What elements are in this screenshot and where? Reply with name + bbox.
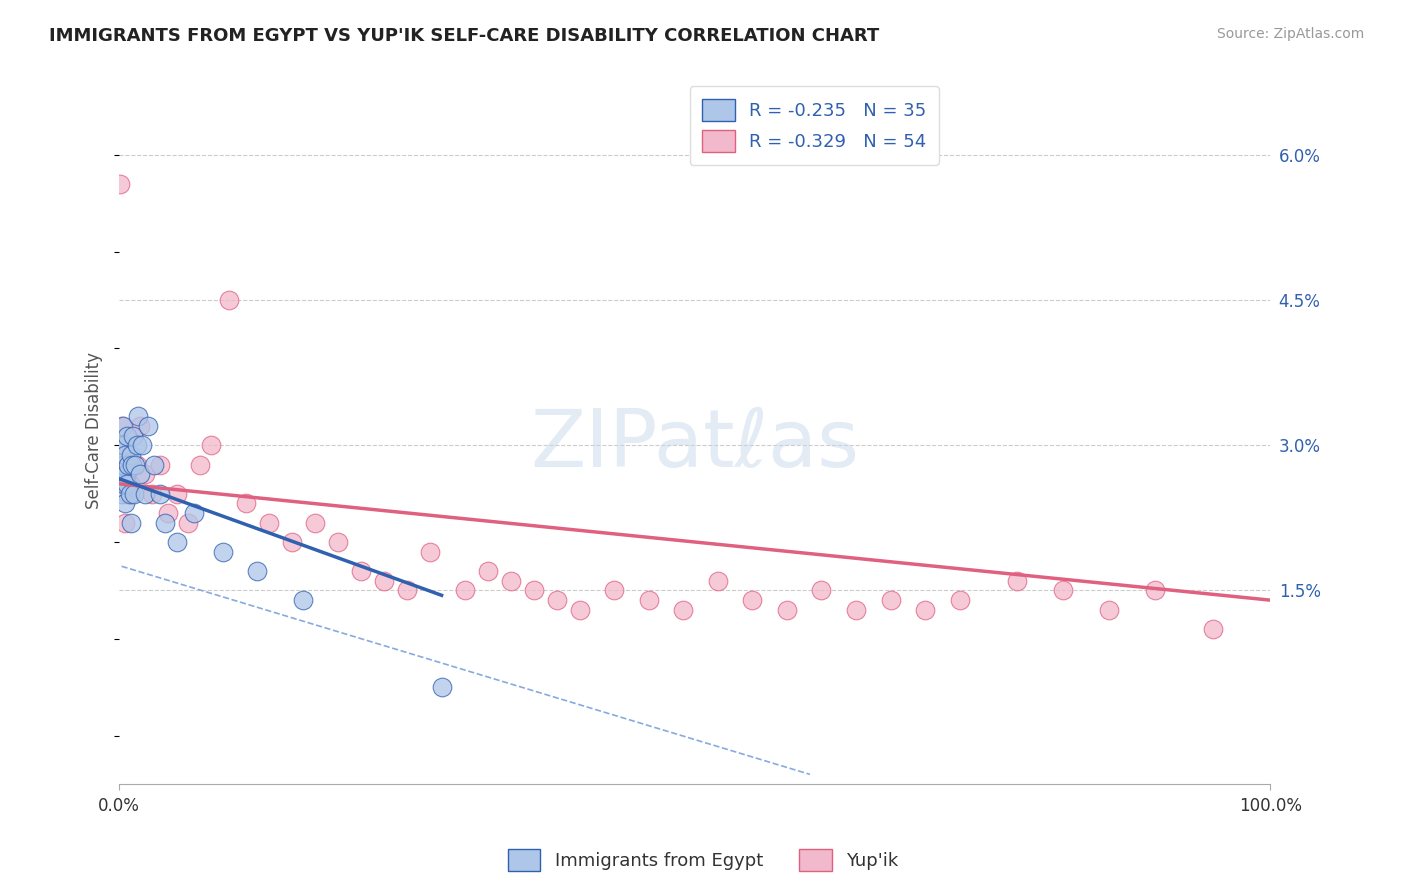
Point	[948, 593, 970, 607]
Point	[117, 458, 139, 472]
Point	[136, 418, 159, 433]
Point	[120, 448, 142, 462]
Point	[141, 486, 163, 500]
Point	[776, 603, 799, 617]
Point	[741, 593, 763, 607]
Point	[115, 467, 138, 482]
Point	[707, 574, 730, 588]
Point	[122, 428, 145, 442]
Point	[118, 477, 141, 491]
Point	[430, 680, 453, 694]
Point	[1098, 603, 1121, 617]
Point	[292, 593, 315, 607]
Point	[148, 486, 170, 500]
Point	[110, 467, 132, 482]
Point	[111, 458, 134, 472]
Point	[218, 293, 240, 307]
Point	[1144, 583, 1167, 598]
Point	[453, 583, 475, 598]
Point	[235, 496, 257, 510]
Text: Source: ZipAtlas.com: Source: ZipAtlas.com	[1216, 27, 1364, 41]
Point	[672, 603, 695, 617]
Point	[117, 428, 139, 442]
Point	[1202, 622, 1225, 636]
Point	[1005, 574, 1028, 588]
Point	[148, 458, 170, 472]
Point	[326, 535, 349, 549]
Point	[112, 477, 135, 491]
Point	[114, 496, 136, 510]
Point	[114, 467, 136, 482]
Point	[396, 583, 419, 598]
Legend: Immigrants from Egypt, Yup'ik: Immigrants from Egypt, Yup'ik	[501, 842, 905, 879]
Point	[110, 418, 132, 433]
Point	[142, 458, 165, 472]
Point	[304, 516, 326, 530]
Point	[603, 583, 626, 598]
Point	[112, 438, 135, 452]
Point	[155, 516, 177, 530]
Point	[246, 564, 269, 578]
Point	[1052, 583, 1074, 598]
Point	[129, 467, 152, 482]
Point	[120, 486, 142, 500]
Point	[350, 564, 373, 578]
Point	[110, 438, 132, 452]
Text: ZIPatℓas: ZIPatℓas	[530, 406, 859, 483]
Point	[419, 545, 441, 559]
Point	[117, 458, 139, 472]
Point	[568, 603, 591, 617]
Point	[117, 477, 139, 491]
Point	[111, 418, 134, 433]
Point	[117, 486, 139, 500]
Point	[122, 428, 145, 442]
Point	[110, 486, 132, 500]
Point	[127, 409, 149, 424]
Point	[914, 603, 936, 617]
Point	[523, 583, 546, 598]
Point	[156, 506, 179, 520]
Point	[499, 574, 522, 588]
Point	[125, 458, 148, 472]
Point	[188, 458, 211, 472]
Point	[166, 535, 188, 549]
Point	[166, 486, 188, 500]
Point	[879, 593, 901, 607]
Point	[112, 438, 135, 452]
Legend: R = -0.235   N = 35, R = -0.329   N = 54: R = -0.235 N = 35, R = -0.329 N = 54	[689, 87, 939, 165]
Point	[134, 467, 156, 482]
Point	[183, 506, 205, 520]
Y-axis label: Self-Care Disability: Self-Care Disability	[86, 352, 103, 509]
Point	[477, 564, 499, 578]
Point	[810, 583, 832, 598]
Point	[118, 486, 141, 500]
Point	[114, 448, 136, 462]
Point	[124, 458, 146, 472]
Point	[131, 438, 153, 452]
Point	[845, 603, 868, 617]
Point	[125, 438, 148, 452]
Point	[120, 516, 142, 530]
Point	[177, 516, 200, 530]
Point	[212, 545, 235, 559]
Point	[111, 448, 134, 462]
Point	[122, 486, 145, 500]
Point	[373, 574, 395, 588]
Point	[129, 418, 152, 433]
Point	[546, 593, 568, 607]
Point	[200, 438, 222, 452]
Point	[121, 458, 143, 472]
Point	[115, 458, 138, 472]
Text: IMMIGRANTS FROM EGYPT VS YUP'IK SELF-CARE DISABILITY CORRELATION CHART: IMMIGRANTS FROM EGYPT VS YUP'IK SELF-CAR…	[49, 27, 880, 45]
Point	[110, 177, 132, 191]
Point	[134, 486, 156, 500]
Point	[281, 535, 304, 549]
Point	[257, 516, 280, 530]
Point	[637, 593, 659, 607]
Point	[114, 516, 136, 530]
